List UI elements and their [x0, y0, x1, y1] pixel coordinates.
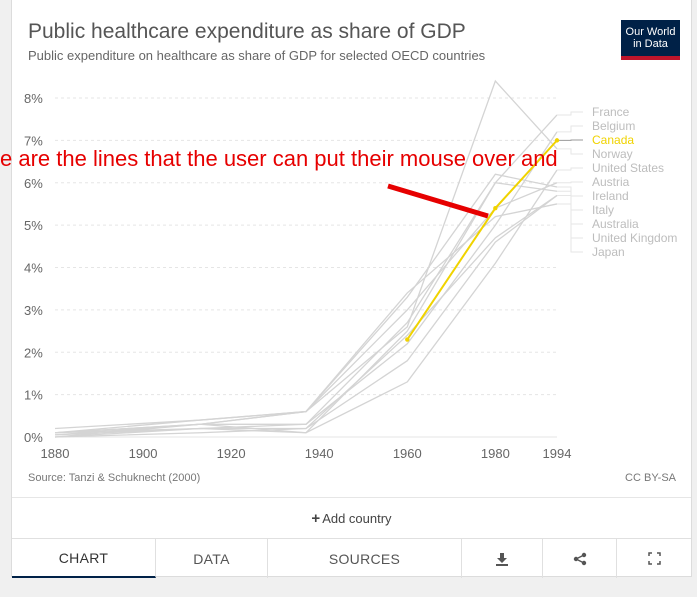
- download-button[interactable]: [462, 539, 543, 578]
- y-tick-label: 2%: [24, 345, 43, 360]
- tab-data[interactable]: DATA: [156, 539, 268, 578]
- label-connector: [557, 181, 583, 184]
- series-label[interactable]: Norway: [592, 147, 633, 161]
- label-connector: [557, 167, 583, 171]
- x-tick-label: 1980: [481, 446, 510, 461]
- series-point: [554, 138, 560, 143]
- series-line[interactable]: [54, 173, 558, 434]
- annotation-text: e are the lines that the user can put th…: [0, 146, 558, 171]
- y-tick-label: 0%: [24, 430, 43, 445]
- series-line[interactable]: [54, 182, 558, 438]
- x-tick-label: 1960: [393, 446, 422, 461]
- y-tick-label: 6%: [24, 176, 43, 191]
- chart-svg: 0% 1% 2% 3% 4% 5% 6% 7% 8% 1880 1900 1920 1940 1960 19…: [24, 79, 677, 461]
- fullscreen-icon: [647, 552, 661, 565]
- source-note[interactable]: Source: Tanzi & Schuknecht (2000): [28, 472, 201, 484]
- series-point: [405, 337, 410, 342]
- x-tick-label: 1920: [217, 446, 246, 461]
- tab-chart-label: CHART: [58, 549, 109, 566]
- tab-sources[interactable]: SOURCES: [268, 539, 462, 578]
- label-connector: [557, 111, 583, 116]
- series-line[interactable]: [54, 203, 558, 430]
- x-tick-label: 1994: [543, 446, 572, 461]
- y-tick-label: 3%: [24, 303, 43, 318]
- logo-line-2: in Data: [633, 38, 668, 50]
- y-tick-label: 4%: [24, 261, 43, 276]
- chart-card: Public healthcare expenditure as share o…: [11, 0, 692, 578]
- download-icon: [496, 552, 508, 566]
- plus-icon: +: [311, 510, 321, 527]
- x-tick-label: 1900: [129, 446, 158, 461]
- series-line[interactable]: [54, 194, 558, 434]
- y-tick-label: 8%: [24, 91, 43, 106]
- series-label[interactable]: Austria: [592, 175, 630, 189]
- series-line[interactable]: [54, 79, 558, 434]
- series-label[interactable]: France: [592, 105, 630, 119]
- chart-title: Public healthcare expenditure as share o…: [28, 20, 466, 43]
- series-label[interactable]: Australia: [592, 217, 639, 231]
- series-label[interactable]: United States: [592, 161, 664, 175]
- tab-chart[interactable]: CHART: [12, 539, 156, 578]
- divider: [12, 497, 691, 498]
- owid-logo[interactable]: Our World in Data: [621, 20, 680, 60]
- chart-subtitle: Public expenditure on healthcare as shar…: [28, 48, 486, 63]
- label-connector: [557, 194, 583, 253]
- add-country-label: Add country: [322, 511, 392, 526]
- series-label[interactable]: Canada: [592, 133, 634, 147]
- label-connector: [557, 148, 583, 155]
- series-point: [493, 205, 498, 211]
- fullscreen-button[interactable]: [617, 539, 691, 578]
- share-button[interactable]: [543, 539, 617, 578]
- series-label[interactable]: Japan: [592, 245, 625, 259]
- x-tick-label: 1940: [305, 446, 334, 461]
- y-tick-label: 7%: [24, 133, 43, 148]
- share-icon: [573, 552, 586, 565]
- tab-data-label: DATA: [193, 550, 230, 567]
- y-tick-label: 1%: [24, 388, 43, 403]
- license-note[interactable]: CC BY-SA: [625, 472, 676, 484]
- x-tick-label: 1880: [41, 446, 70, 461]
- series-label[interactable]: Italy: [592, 203, 614, 217]
- series-label[interactable]: Belgium: [592, 119, 635, 133]
- series-label[interactable]: Ireland: [592, 189, 629, 203]
- series-label[interactable]: United Kingdom: [592, 231, 677, 245]
- add-country-button[interactable]: + Add country: [12, 510, 691, 527]
- annotation-arrow-line: [387, 183, 489, 219]
- series-line[interactable]: [54, 194, 558, 438]
- tab-sources-label: SOURCES: [328, 550, 401, 567]
- label-connector: [557, 125, 583, 133]
- logo-line-1: Our World: [625, 26, 676, 38]
- y-tick-label: 5%: [24, 218, 43, 233]
- tab-bar: CHART DATA SOURCES: [12, 538, 691, 578]
